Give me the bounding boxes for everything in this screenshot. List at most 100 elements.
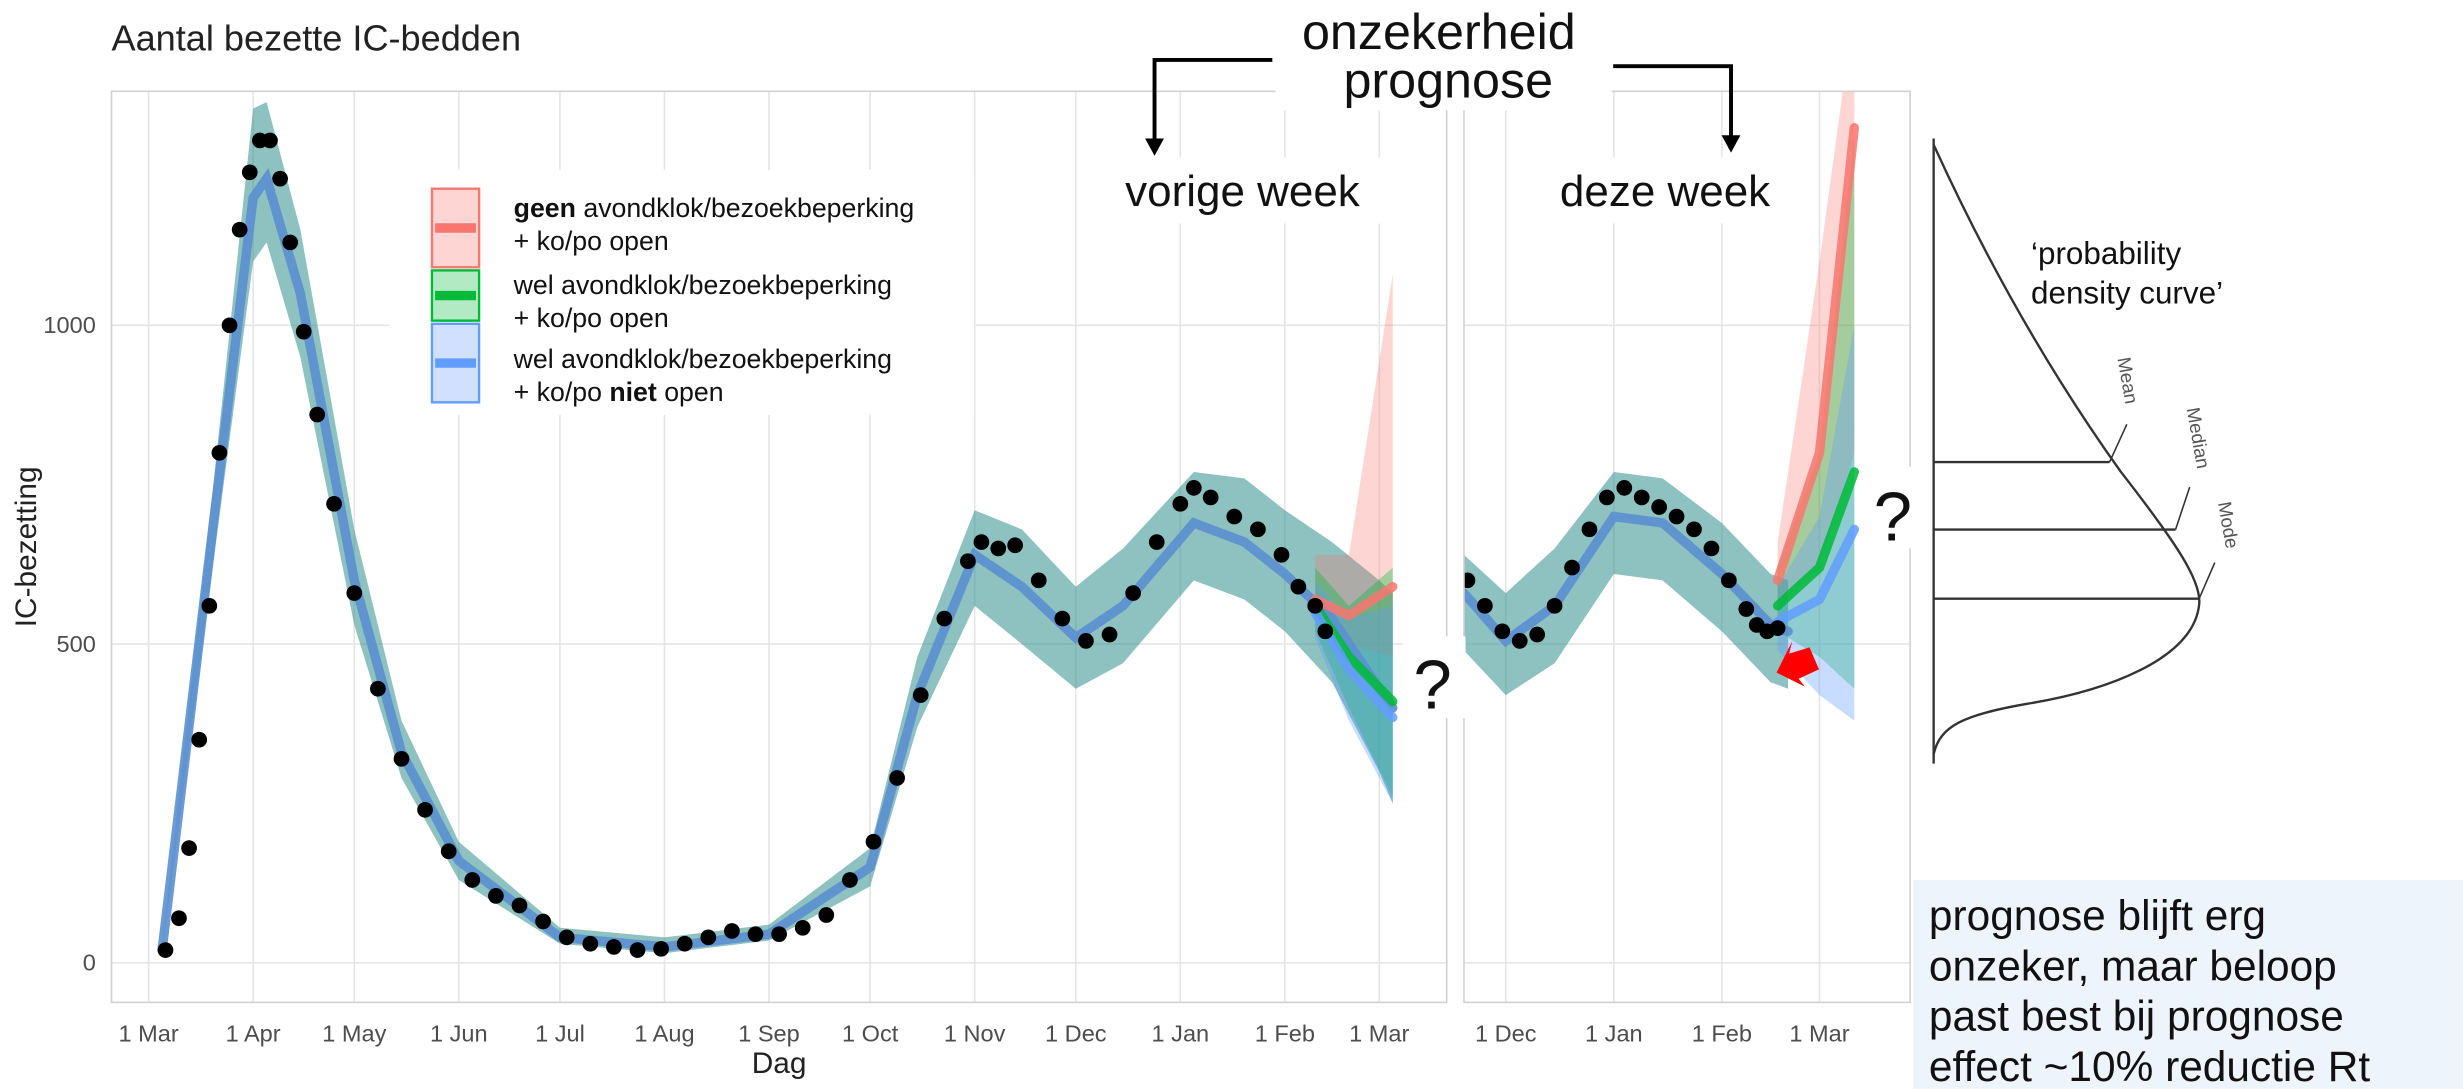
forecast-line [1772, 467, 1860, 611]
mean-label: Mean [2113, 355, 2142, 405]
x-tick-label: 1 Nov [944, 1021, 1006, 1047]
legend-label: + ko/po niet open [514, 377, 724, 407]
note-line: effect ~10% reductie Rt [1929, 1043, 2370, 1089]
observed-point [1101, 626, 1118, 643]
observed-point [582, 935, 599, 952]
median-label: Median [2183, 406, 2214, 470]
observed-point [1125, 585, 1141, 601]
observed-point [676, 935, 693, 952]
annotation: ? [1413, 646, 1451, 724]
legend-text: open [657, 377, 724, 407]
x-tick-label: 1 Jun [430, 1021, 488, 1047]
forecast-band [1777, 325, 1855, 721]
legend-text: wel avondklok/bezoekbeperking [513, 270, 892, 300]
annotation: vorige week [1125, 167, 1361, 216]
legend-label: wel avondklok/bezoekbeperking [513, 344, 892, 374]
observed-point [241, 164, 258, 181]
observed-point [842, 872, 858, 888]
observed-point [1463, 572, 1476, 589]
observed-point [1738, 601, 1755, 617]
observed-point [157, 942, 174, 958]
label-bg [1275, 0, 1612, 111]
x-axis-label: Dag [752, 1047, 807, 1080]
observed-point [326, 495, 342, 512]
legend: geen avondklok/bezoekbeperking+ ko/po op… [389, 169, 974, 415]
observed-point [1054, 610, 1071, 627]
x-tick-label: 1 Apr [226, 1021, 281, 1047]
observed-point [262, 132, 278, 149]
fit-band [162, 102, 1393, 954]
observed-point [1616, 480, 1633, 496]
observed-point [1273, 546, 1290, 563]
panel-border [110, 90, 1448, 1004]
observed-point [1226, 508, 1243, 525]
x-tick-label: 1 Feb [1255, 1021, 1315, 1047]
observed-point [464, 872, 481, 888]
note-line: past best bij prognose [1929, 993, 2344, 1040]
observed-point [1564, 559, 1580, 576]
observed-point [282, 234, 299, 251]
y-tick-label: 500 [57, 631, 96, 657]
observed-point [1546, 597, 1563, 614]
observed-point [1250, 521, 1266, 538]
density-diagram: Mean Median Mode ‘probability density cu… [1932, 138, 2243, 764]
observed-point [309, 406, 326, 423]
observed-point [1007, 537, 1023, 554]
observed-point [1477, 597, 1493, 614]
observed-point [1769, 620, 1786, 636]
legend-text: geen [514, 193, 576, 223]
legend-text: wel avondklok/bezoekbeperking [513, 344, 892, 374]
x-tick-label: 1 May [322, 1021, 386, 1047]
observed-point [1030, 572, 1047, 589]
density-title: density curve’ [2031, 275, 2223, 310]
bracket [1152, 57, 1273, 142]
y-tick-label: 0 [83, 950, 96, 976]
observed-point [295, 323, 312, 340]
forecast-band [1777, 134, 1855, 689]
y-tick-label: 1000 [43, 312, 95, 338]
observed-point [511, 897, 528, 914]
x-tick-label: 1 Mar [1789, 1021, 1849, 1047]
panel: 1 Dec 1 Jan 1 Feb 1 Mar [1463, 90, 1911, 1047]
observed-point [171, 910, 187, 927]
arrow-head [1721, 135, 1741, 153]
observed-point [440, 843, 457, 860]
x-tick-label: 1 Dec [1045, 1021, 1107, 1047]
observed-point [211, 444, 228, 461]
legend-text: avondklok/bezoekbeperking [576, 193, 914, 223]
x-tick-label: 1 Jan [1152, 1021, 1210, 1047]
observed-point [936, 610, 953, 627]
observed-point [973, 534, 990, 550]
annotation: prognose [1343, 53, 1553, 109]
legend-box [389, 169, 974, 415]
observed-point [747, 926, 764, 943]
x-tick-label: 1 Aug [634, 1021, 694, 1047]
legend-label: + ko/po open [514, 303, 669, 333]
observed-point [1720, 572, 1737, 589]
label-bg [1862, 466, 1926, 549]
y-axis-label: IC-bezetting [10, 466, 43, 627]
observed-point [1599, 489, 1615, 506]
observed-point [818, 907, 835, 923]
chart-title: Aantal bezette IC-bedden [112, 17, 522, 58]
observed-point [1581, 521, 1598, 538]
observed-point [771, 926, 787, 943]
forecast-band [1777, 91, 1855, 606]
observed-point [488, 888, 504, 904]
observed-point [1078, 633, 1094, 649]
legend-label: geen avondklok/bezoekbeperking [514, 193, 915, 223]
observed-point [990, 540, 1007, 557]
observed-point [865, 833, 882, 850]
x-tick-label: 1 Jan [1585, 1021, 1643, 1047]
x-tick-label: 1 Feb [1692, 1021, 1752, 1047]
observed-point [1148, 534, 1165, 550]
legend-label: wel avondklok/bezoekbeperking [513, 270, 892, 300]
observed-point [724, 923, 740, 939]
x-tick-label: 1 Jul [535, 1021, 585, 1047]
observed-point [1185, 480, 1202, 496]
observed-point [629, 942, 646, 958]
plot-area [1463, 91, 1860, 721]
legend-text: + ko/po open [514, 226, 669, 256]
uncertainty-annotation: onzekerheid prognose vorige week deze we… [1099, 0, 1926, 724]
